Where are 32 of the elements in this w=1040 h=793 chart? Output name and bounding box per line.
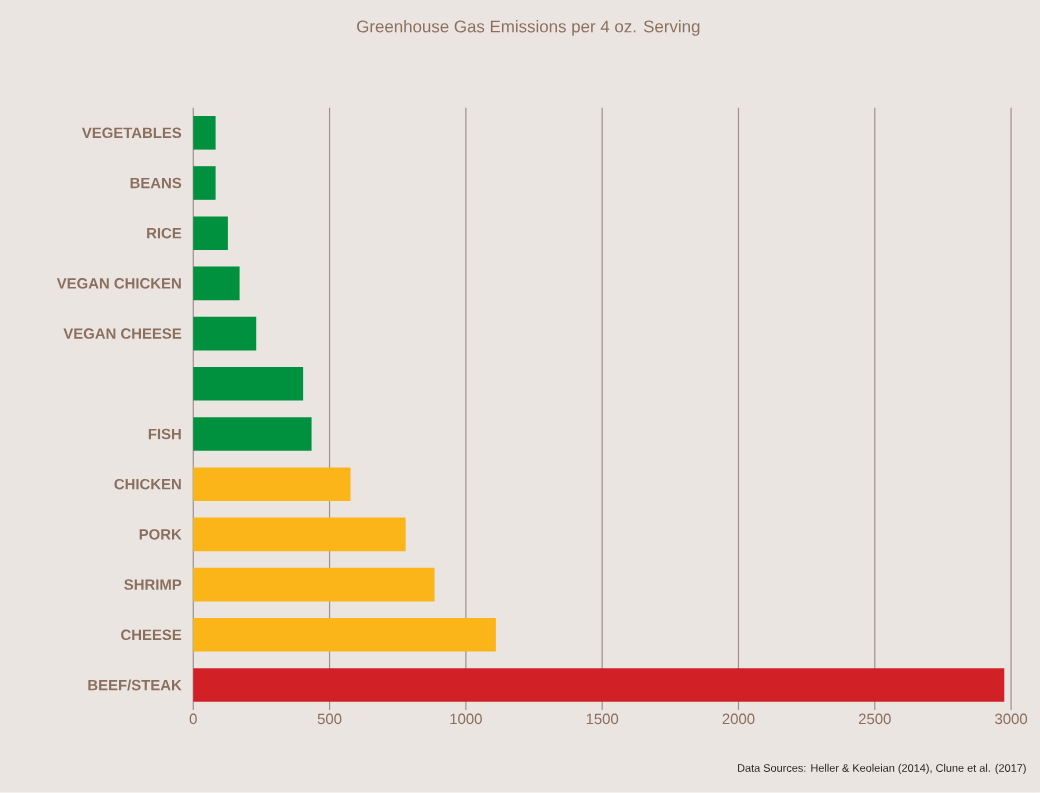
y-tick-label: SHRIMP	[124, 579, 182, 590]
x-tick-label: 2500	[858, 713, 891, 725]
bar	[193, 116, 216, 150]
y-tick-label: VEGAN CHICKEN	[56, 278, 181, 289]
y-tick-label: PORK	[139, 529, 182, 540]
y-tick-label: VEGETABLES	[81, 127, 182, 139]
bar	[193, 367, 304, 401]
x-tick-label: 500	[317, 713, 342, 725]
bar	[193, 166, 216, 200]
y-tick-label: CHEESE	[121, 629, 182, 641]
bar	[193, 567, 435, 602]
bar	[193, 316, 257, 351]
y-tick-label: BEEF/STEAK	[88, 679, 182, 691]
text: Data Sources: Heller & Keoleian (2014), Clune et al. (2017)	[738, 763, 1026, 775]
y-tick-label: RICE	[147, 227, 182, 239]
bar	[193, 266, 240, 301]
y-tick-label: FISH	[148, 428, 181, 440]
bar	[193, 216, 228, 251]
y-tick-label: VEGAN CHEESE	[63, 328, 182, 339]
chart-title: Greenhouse Gas Emissions per 4 oz. Serving	[357, 20, 700, 36]
x-tick-label: 3000	[995, 713, 1028, 725]
bar	[193, 618, 496, 652]
x-tick-label: 1500	[586, 713, 619, 725]
bar	[193, 417, 312, 451]
x-tick-label: 0	[189, 713, 197, 725]
x-tick-label: 2000	[722, 713, 755, 725]
bar	[193, 467, 351, 502]
bar	[193, 668, 1005, 702]
x-tick-label: 1000	[450, 713, 482, 725]
bar	[193, 517, 406, 552]
y-tick-label: BEANS	[130, 177, 182, 189]
y-tick-label: CHICKEN	[114, 478, 181, 490]
